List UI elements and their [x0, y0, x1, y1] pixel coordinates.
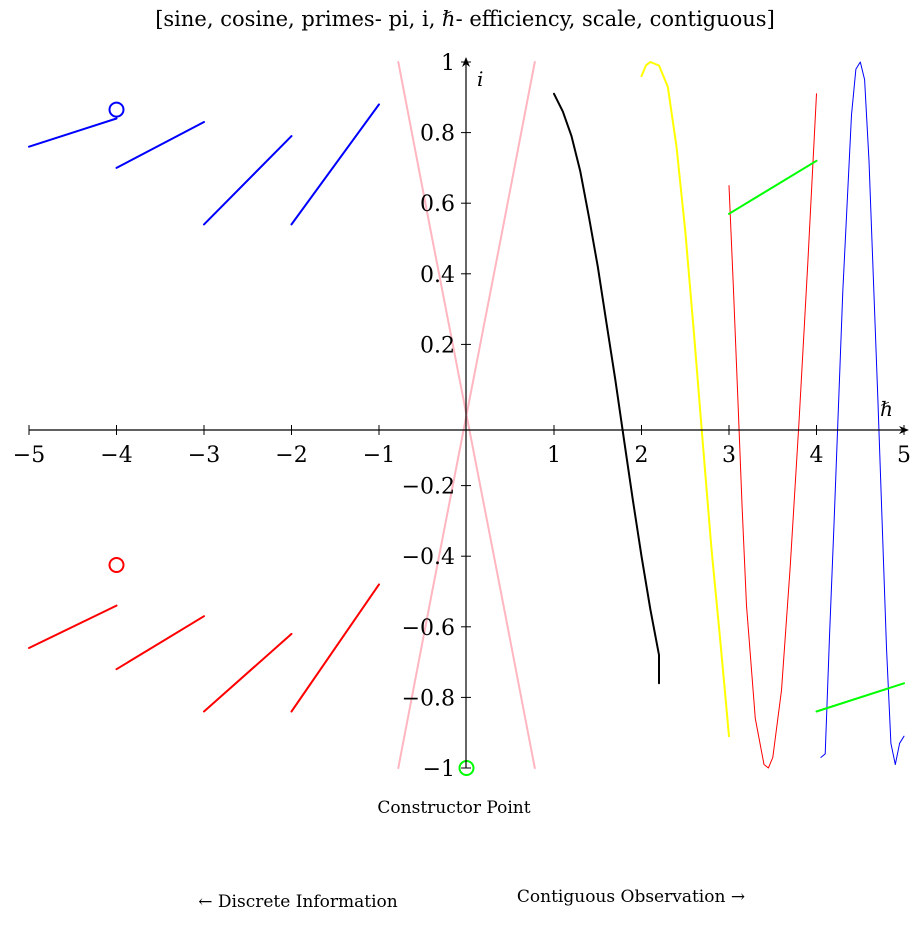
- chart-title: [sine, cosine, primes- pi, i, ℏ- efficie…: [155, 7, 775, 31]
- x-tick-label: 2: [635, 443, 649, 468]
- marker-point-0: [108, 101, 125, 118]
- y-tick-label: −0.8: [402, 686, 455, 711]
- axes: [29, 57, 909, 768]
- series-8-segment-1: [815, 682, 905, 713]
- discrete-information-label: ← Discrete Information: [198, 892, 398, 912]
- y-tick-label: −0.2: [402, 475, 455, 500]
- x-tick-label: −2: [275, 443, 307, 468]
- x-tick-label: 3: [722, 443, 736, 468]
- x-tick-label: −5: [13, 443, 45, 468]
- y-tick-label: 0.2: [420, 333, 455, 358]
- series-1-segment-3: [290, 583, 380, 713]
- series-4-curve: [553, 92, 660, 685]
- y-tick-label: 0.8: [420, 122, 455, 147]
- x-tick-label: 5: [897, 443, 911, 468]
- series-7-curve: [820, 61, 905, 765]
- marker-point-1: [108, 557, 125, 574]
- x-tick-label: 4: [810, 443, 824, 468]
- series-0-segment-3: [290, 103, 380, 226]
- series-0-segment-2: [203, 135, 293, 226]
- constructor-point-label: Constructor Point: [377, 798, 530, 818]
- series-0-segment-1: [115, 121, 205, 169]
- x-tick-label: −3: [188, 443, 220, 468]
- series-8-segment-0: [728, 159, 818, 215]
- x-axis-label: ℏ: [880, 397, 893, 421]
- axis-ticks: −5 −4 −3 −2 −1 1 2 3 4 5 1 0.8 0.6 0.4 0.2 −0.2 −0.4 −0.6…: [13, 51, 911, 782]
- x-tick-label: 1: [547, 443, 561, 468]
- series-1-segment-1: [115, 615, 205, 671]
- y-axis-label: i: [477, 67, 483, 91]
- x-tick-label: −1: [363, 443, 395, 468]
- y-tick-label: 1: [441, 51, 455, 76]
- y-tick-label: −1: [423, 757, 455, 782]
- contiguous-observation-label: Contiguous Observation →: [517, 887, 745, 907]
- y-tick-label: 0.4: [420, 263, 455, 288]
- series-5-curve: [640, 61, 730, 738]
- y-tick-label: −0.4: [402, 545, 455, 570]
- series-1-segment-0: [28, 604, 118, 649]
- y-tick-label: 0.6: [420, 192, 455, 217]
- x-tick-label: −4: [100, 443, 132, 468]
- y-tick-label: −0.6: [402, 616, 455, 641]
- series-1-segment-2: [203, 632, 293, 713]
- series-6-curve: [728, 93, 817, 769]
- series-0-segment-0: [28, 117, 118, 148]
